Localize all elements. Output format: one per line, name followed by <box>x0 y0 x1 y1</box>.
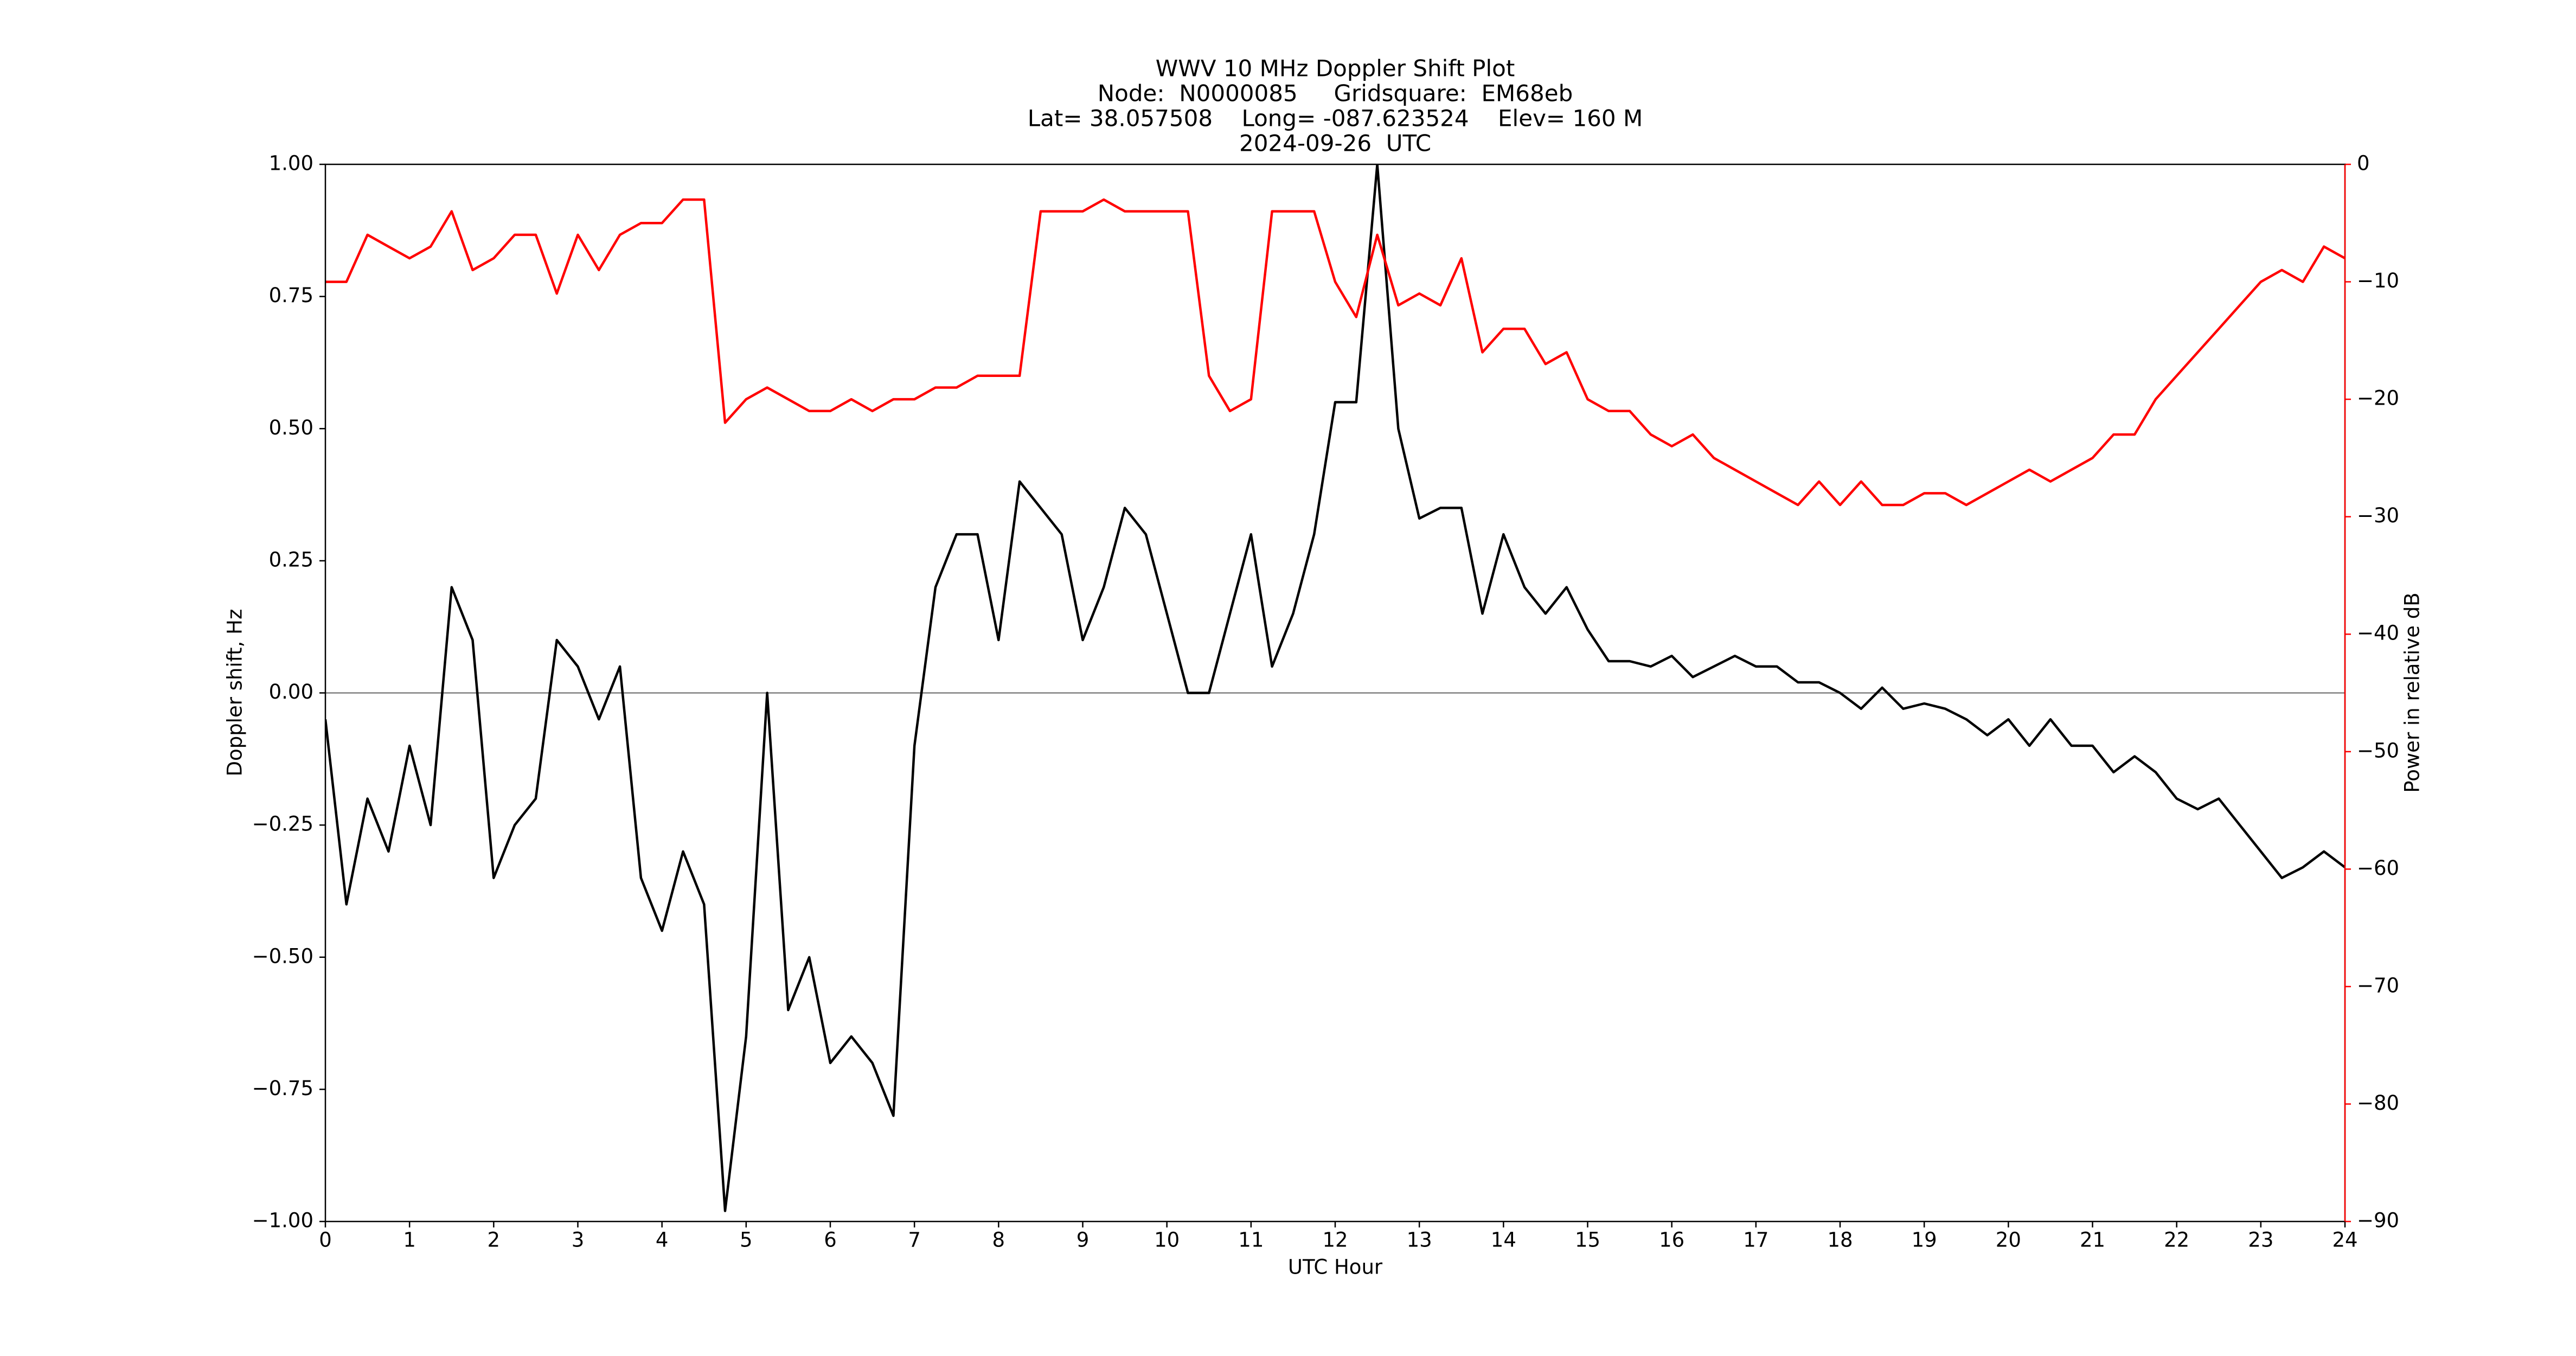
x-tick-label: 18 <box>1827 1229 1853 1252</box>
x-tick-label: 16 <box>1659 1229 1684 1252</box>
x-tick-label: 11 <box>1238 1229 1264 1252</box>
y-tick-label: 0.50 <box>269 416 313 439</box>
x-tick-label: 1 <box>403 1229 416 1252</box>
y2-tick-label: −80 <box>2357 1091 2399 1115</box>
chart-subtitle: 2024-09-26 UTC <box>1239 130 1431 157</box>
x-tick-label: 13 <box>1407 1229 1432 1252</box>
x-axis-label: UTC Hour <box>1288 1256 1383 1279</box>
y-tick-label: −0.75 <box>252 1077 313 1100</box>
x-tick-label: 23 <box>2248 1229 2273 1252</box>
y2-tick-label: −30 <box>2357 504 2399 527</box>
x-tick-label: 3 <box>572 1229 585 1252</box>
x-tick-label: 17 <box>1743 1229 1768 1252</box>
series-line <box>325 164 2345 1212</box>
x-tick-label: 4 <box>656 1229 669 1252</box>
y2-tick-label: −60 <box>2357 856 2399 880</box>
y2-axis-label: Power in relative dB <box>2401 592 2424 792</box>
x-tick-label: 21 <box>2080 1229 2105 1252</box>
y2-tick-label: 0 <box>2357 152 2370 175</box>
x-tick-label: 0 <box>319 1229 332 1252</box>
y2-tick-label: −70 <box>2357 974 2399 997</box>
x-tick-label: 7 <box>908 1229 921 1252</box>
chart-subtitle: Node: N0000085 Gridsquare: EM68eb <box>1098 80 1573 107</box>
x-tick-label: 2 <box>488 1229 501 1252</box>
chart-subtitle: Lat= 38.057508 Long= -087.623524 Elev= 1… <box>1028 105 1643 132</box>
x-tick-label: 10 <box>1154 1229 1180 1252</box>
x-tick-label: 15 <box>1575 1229 1600 1252</box>
y-tick-label: −0.25 <box>252 813 313 836</box>
y-tick-label: 0.25 <box>269 548 313 571</box>
x-tick-label: 12 <box>1322 1229 1348 1252</box>
y2-tick-label: −10 <box>2357 269 2399 292</box>
x-tick-label: 24 <box>2332 1229 2357 1252</box>
chart-title: WWV 10 MHz Doppler Shift Plot <box>1156 55 1515 82</box>
y-tick-label: 0.00 <box>269 680 313 703</box>
y2-tick-label: −50 <box>2357 739 2399 762</box>
y-tick-label: 1.00 <box>269 152 313 175</box>
x-tick-label: 6 <box>824 1229 837 1252</box>
y2-tick-label: −20 <box>2357 387 2399 410</box>
x-tick-label: 19 <box>1912 1229 1937 1252</box>
y2-tick-label: −90 <box>2357 1209 2399 1232</box>
y-tick-label: −1.00 <box>252 1209 313 1232</box>
x-tick-label: 8 <box>992 1229 1005 1252</box>
x-tick-label: 9 <box>1076 1229 1090 1252</box>
y-axis-label: Doppler shift, Hz <box>223 609 247 777</box>
x-tick-label: 20 <box>1996 1229 2021 1252</box>
y2-tick-label: −40 <box>2357 622 2399 645</box>
y-tick-label: 0.75 <box>269 284 313 307</box>
x-tick-label: 14 <box>1491 1229 1516 1252</box>
series-line <box>325 198 2345 507</box>
y-tick-label: −0.50 <box>252 944 313 968</box>
x-tick-label: 5 <box>740 1229 753 1252</box>
x-tick-label: 22 <box>2164 1229 2189 1252</box>
